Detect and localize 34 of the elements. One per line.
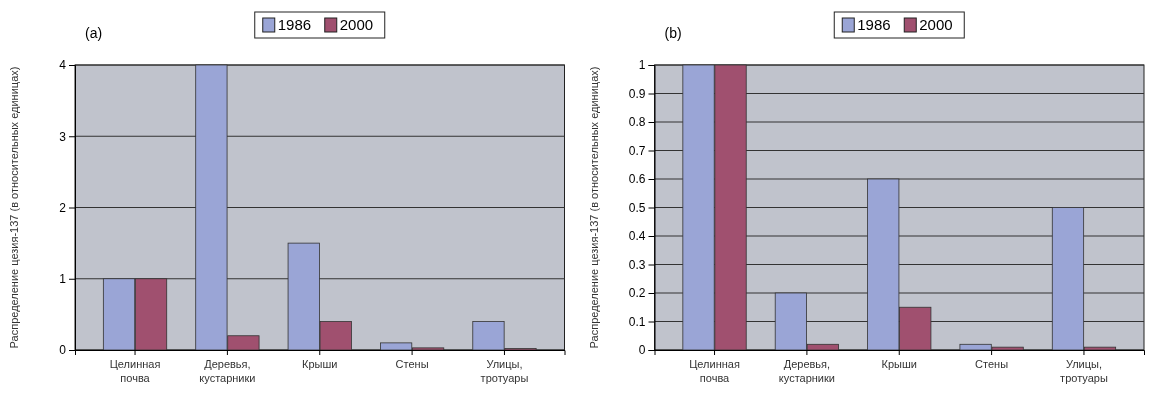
y-tick-label: 2	[59, 200, 67, 215]
x-tick-label: Деревья, кустарники	[199, 358, 256, 384]
y-tick-label: 0.3	[628, 257, 646, 272]
y-axis-title: Распределение цезия-137 (в относительных единицах)	[8, 66, 20, 349]
y-tick-label: 0	[638, 343, 646, 358]
legend-label: 2000	[339, 16, 374, 33]
chart-title: (a)	[85, 25, 103, 41]
y-tick-label: 1	[638, 58, 646, 73]
y-tick-label: 0.4	[628, 229, 646, 244]
x-tick-label: Целинная почва	[689, 358, 740, 384]
x-tick-label: Деревья, кустарники	[778, 358, 835, 384]
x-tick-label: Целинная почва	[109, 358, 161, 384]
legend-label: 1986	[277, 16, 312, 33]
y-tick-label: 0.7	[628, 143, 646, 158]
x-tick-label: Улицы, тротуары	[480, 358, 529, 384]
legend-label: 2000	[919, 16, 953, 33]
y-tick-label: 0	[59, 343, 67, 358]
x-tick-label: Улицы, тротуары	[1060, 358, 1108, 384]
y-tick-label: 0.8	[628, 115, 646, 130]
x-tick-label: Крыши	[881, 358, 917, 370]
x-tick-label: Крыши	[302, 358, 338, 370]
y-tick-label: 0.9	[628, 86, 646, 101]
y-tick-label: 0.2	[628, 286, 646, 301]
y-tick-label: 0.6	[628, 172, 646, 187]
legend-label: 1986	[857, 16, 891, 33]
y-tick-label: 0.5	[628, 200, 646, 215]
y-tick-label: 1	[59, 272, 67, 287]
y-tick-label: 0.1	[628, 314, 646, 329]
x-tick-label: Стены	[975, 358, 1009, 370]
x-tick-label: Стены	[395, 358, 429, 370]
y-tick-label: 4	[59, 58, 67, 73]
y-axis-title: Распределение цезия-137 (в относительных единицах)	[587, 66, 600, 349]
chart-title: (b)	[664, 25, 682, 41]
y-tick-label: 3	[59, 129, 67, 144]
